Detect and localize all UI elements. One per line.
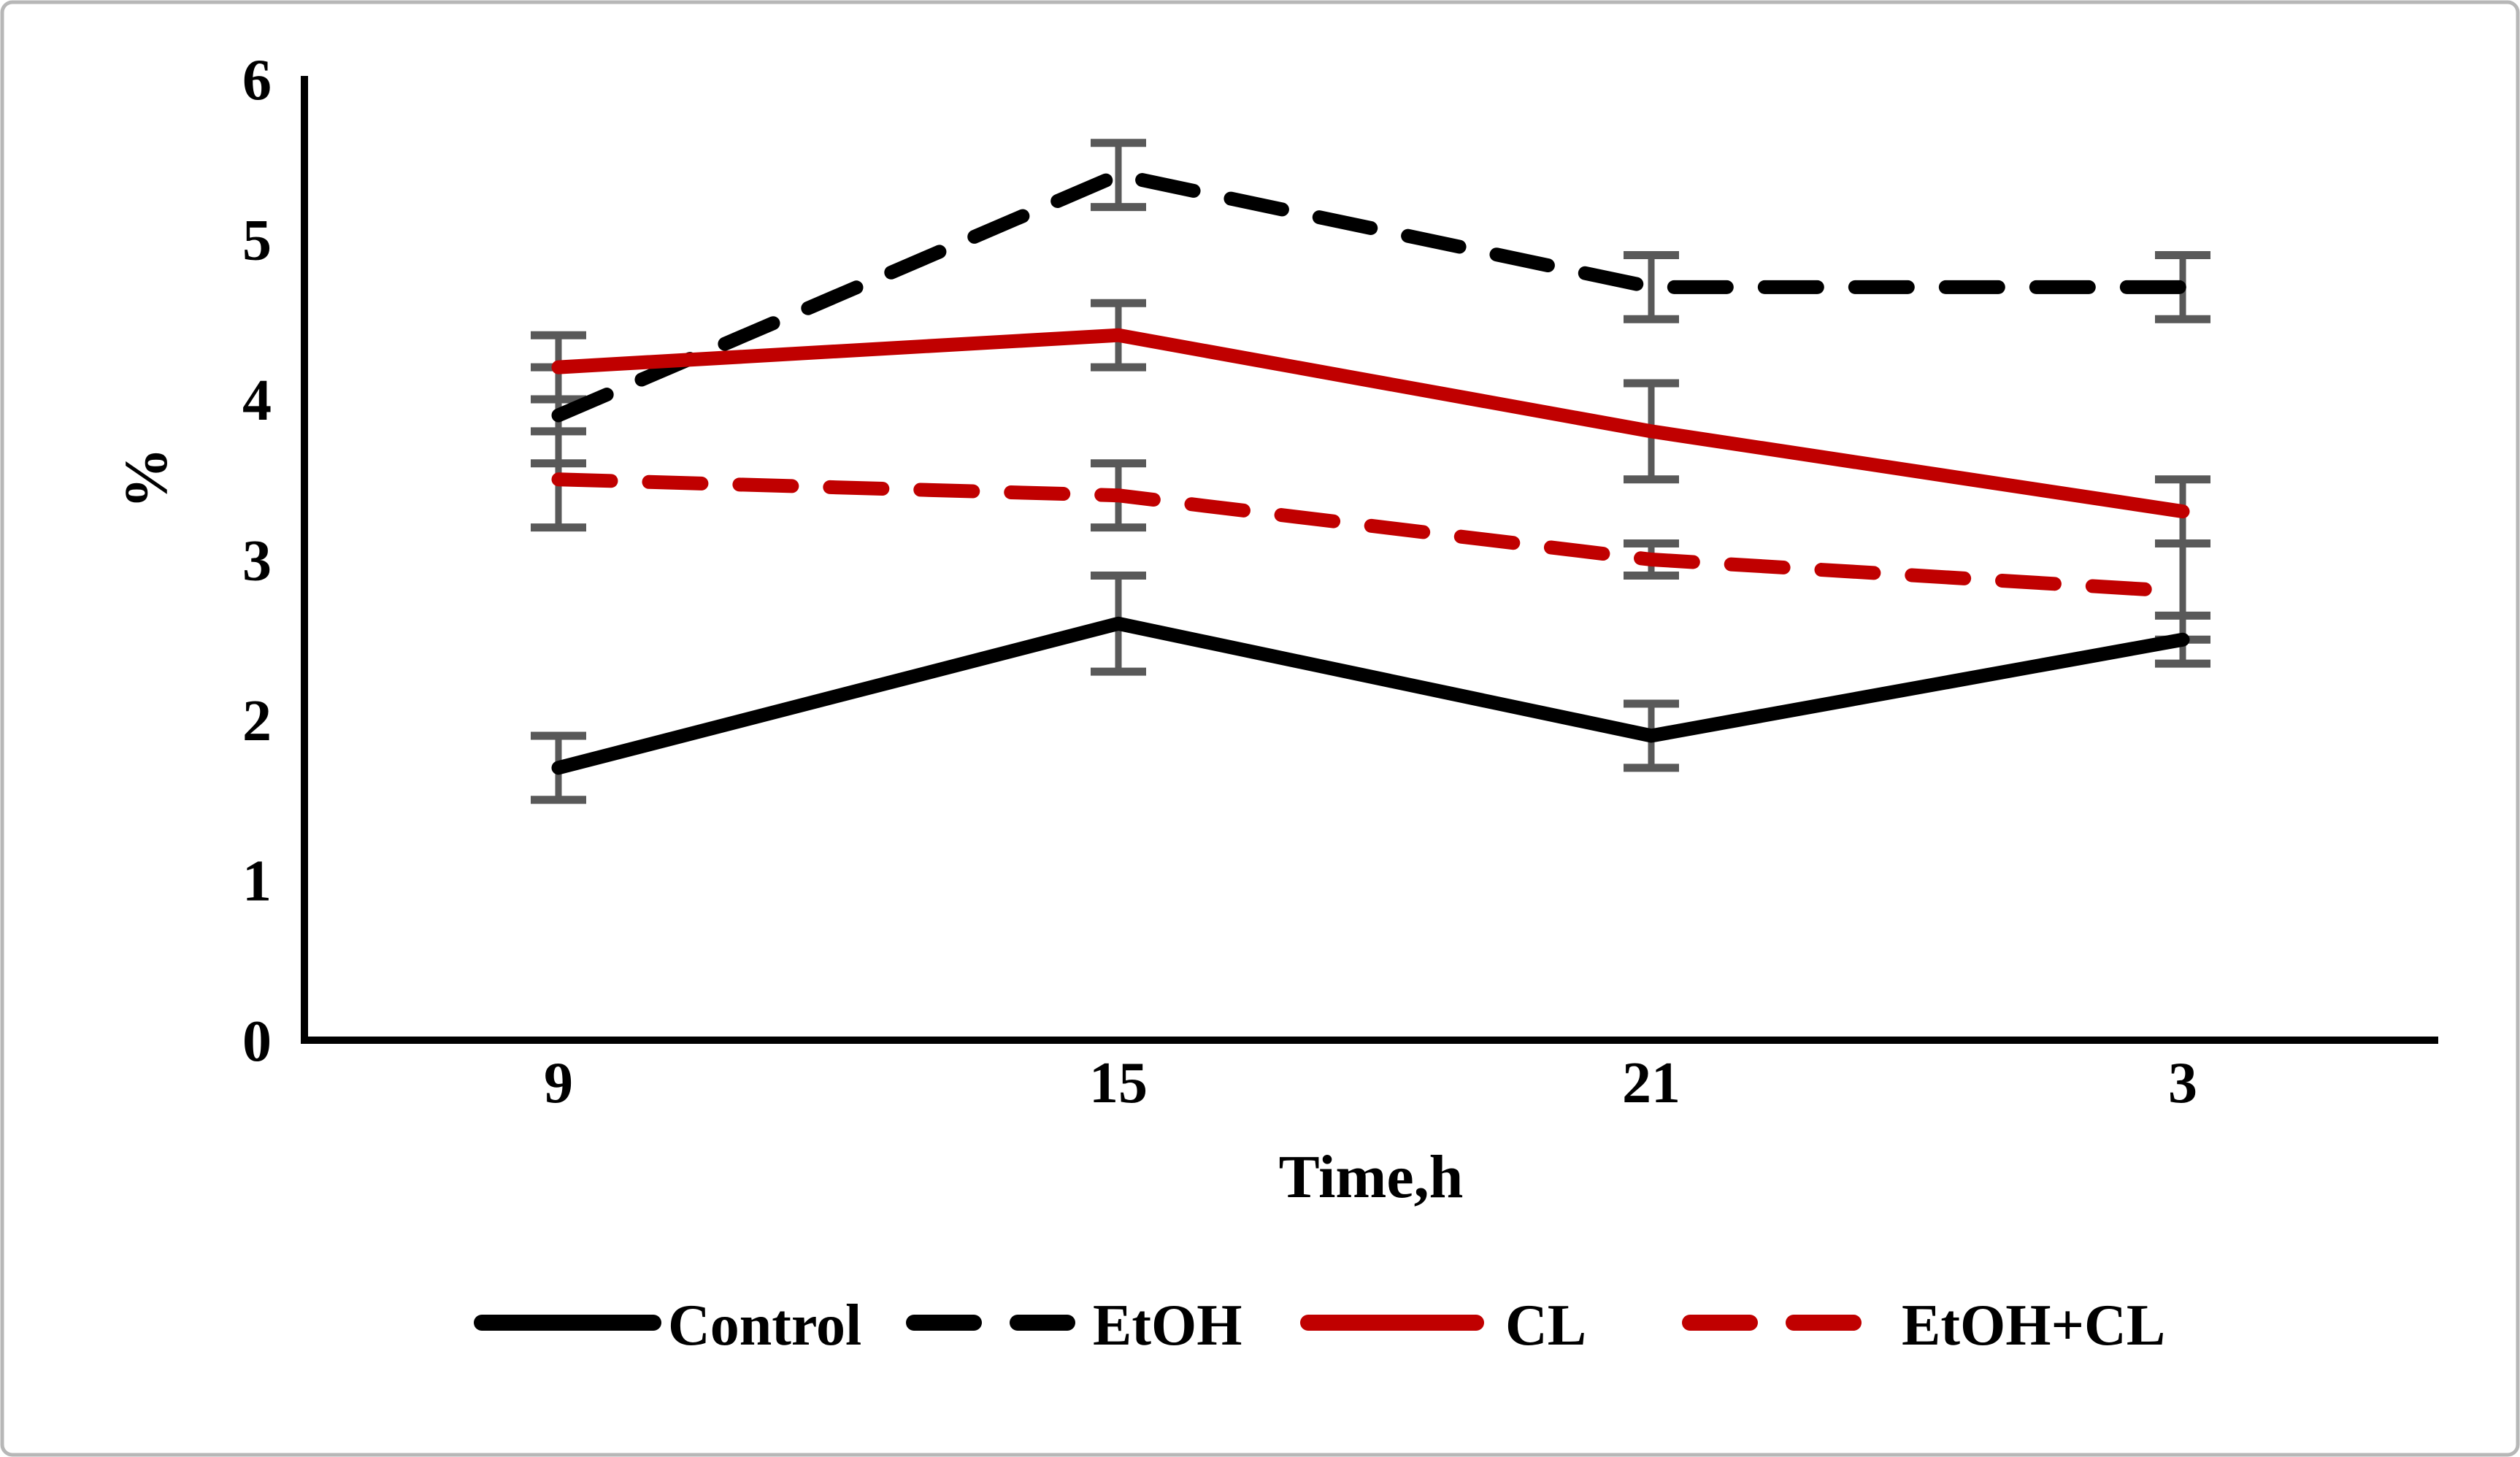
- y-tick-label: 2: [242, 689, 272, 753]
- y-axis-title: %: [112, 447, 180, 509]
- y-tick-label: 3: [242, 529, 272, 593]
- y-tick-label: 6: [242, 48, 272, 112]
- x-tick-label: 3: [2168, 1051, 2197, 1115]
- x-tick-label: 9: [544, 1051, 573, 1115]
- y-tick-label: 5: [242, 209, 272, 273]
- series-line-etoh-cl: [551, 472, 2190, 599]
- y-tick-label: 1: [242, 850, 272, 914]
- y-tick-label: 4: [242, 369, 272, 433]
- y-tick-label: 0: [242, 1010, 272, 1074]
- legend-label-control: Control: [668, 1293, 861, 1358]
- series-line-control: [551, 616, 2190, 775]
- legend-label-cl: CL: [1505, 1293, 1586, 1358]
- series-line-etoh: [551, 168, 2190, 423]
- x-tick-label: 21: [1622, 1051, 1680, 1115]
- legend-label-etoh-cl: EtOH+CL: [1902, 1293, 2165, 1358]
- x-tick-label: 15: [1089, 1051, 1148, 1115]
- legend-label-etoh: EtOH: [1093, 1293, 1242, 1358]
- x-axis-title: Time,h: [1279, 1143, 1464, 1211]
- series-line-cl: [551, 328, 2190, 519]
